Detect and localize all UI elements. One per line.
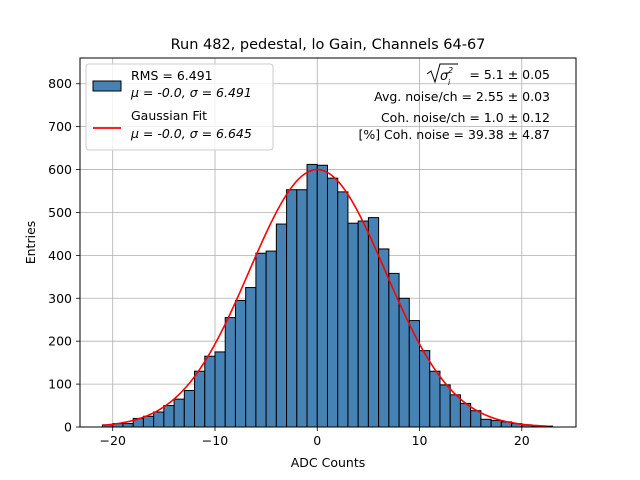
histogram-bar bbox=[214, 351, 226, 428]
legend-swatch-histogram bbox=[92, 80, 122, 92]
histogram-bar bbox=[326, 177, 339, 428]
histogram-bar bbox=[429, 370, 441, 428]
annotation-avg-noise: Avg. noise/ch = 2.55 ± 0.03 bbox=[374, 89, 550, 104]
y-tick-label: 0 bbox=[64, 420, 72, 435]
histogram-bar bbox=[357, 220, 369, 428]
histogram-bar bbox=[265, 250, 277, 428]
x-axis-label: ADC Counts bbox=[291, 455, 366, 470]
y-tick-label: 300 bbox=[48, 291, 72, 306]
chart-title: Run 482, pedestal, lo Gain, Channels 64-… bbox=[171, 37, 486, 53]
annotation-coh-noise-percent: [%] Coh. noise = 39.38 ± 4.87 bbox=[358, 127, 550, 142]
histogram-bar bbox=[459, 402, 472, 428]
x-tick-label: −10 bbox=[202, 433, 228, 448]
histogram-bar bbox=[142, 415, 155, 428]
histogram-bar bbox=[449, 394, 461, 428]
plot-frame bbox=[79, 57, 577, 428]
histogram-bar bbox=[275, 223, 288, 428]
x-tick-label: 0 bbox=[313, 433, 321, 448]
histogram-bar bbox=[398, 297, 410, 428]
annotation-coh-noise: Coh. noise/ch = 1.0 ± 0.12 bbox=[381, 110, 550, 125]
histogram-bar bbox=[286, 189, 298, 428]
histogram-bar bbox=[388, 272, 400, 428]
histogram-bar bbox=[183, 390, 196, 428]
legend-label-fit: Gaussian Fit bbox=[131, 108, 207, 123]
svg-text:2: 2 bbox=[448, 66, 453, 75]
histogram-bar bbox=[306, 163, 318, 428]
y-tick-label: 100 bbox=[48, 377, 72, 392]
histogram-bar bbox=[439, 384, 451, 428]
svg-text:σ: σ bbox=[440, 69, 449, 84]
histogram-bar bbox=[163, 405, 175, 428]
sqrt-sigma-symbol: σ 2 i bbox=[426, 63, 458, 87]
histogram-bar bbox=[194, 370, 206, 428]
legend: RMS = 6.491 μ = -0.0, σ = 6.491 Gaussian… bbox=[85, 63, 274, 151]
svg-text:i: i bbox=[448, 78, 451, 87]
histogram-bar bbox=[234, 299, 247, 428]
y-tick-label: 400 bbox=[48, 248, 72, 263]
legend-sublabel-histogram: μ = -0.0, σ = 6.491 bbox=[130, 85, 252, 100]
histogram-bar bbox=[367, 217, 380, 428]
histogram-bar bbox=[316, 164, 328, 428]
y-tick-label: 800 bbox=[48, 76, 72, 91]
x-tick-label: −20 bbox=[100, 433, 126, 448]
histogram-bar bbox=[153, 411, 165, 428]
histogram-bar bbox=[255, 252, 267, 428]
histogram-bar bbox=[480, 418, 492, 428]
legend-sublabel-fit: μ = -0.0, σ = 6.645 bbox=[130, 126, 252, 141]
histogram-bar bbox=[204, 355, 216, 428]
noise-annotations: σ 2 i = 5.1 ± 0.05 Avg. noise/ch = 2.55 … bbox=[358, 63, 550, 142]
legend-label-histogram: RMS = 6.491 bbox=[131, 68, 213, 83]
x-tick-label: 20 bbox=[514, 433, 530, 448]
y-tick-label: 600 bbox=[48, 162, 72, 177]
histogram-bar bbox=[296, 189, 308, 428]
y-tick-label: 500 bbox=[48, 205, 72, 220]
histogram-bar bbox=[173, 398, 185, 428]
x-tick-label: 10 bbox=[412, 433, 428, 448]
legend-box bbox=[85, 63, 274, 151]
y-axis-label: Entries bbox=[23, 221, 38, 265]
histogram-bar bbox=[408, 320, 421, 428]
y-tick-label: 200 bbox=[48, 334, 72, 349]
y-tick-label: 700 bbox=[48, 119, 72, 134]
histogram-bar bbox=[347, 222, 359, 428]
histogram-bar bbox=[490, 420, 502, 428]
gaussian-fit-line bbox=[102, 168, 548, 427]
histogram-bar bbox=[224, 317, 236, 428]
histogram-bar bbox=[337, 191, 349, 428]
histogram-bar bbox=[122, 423, 134, 428]
annotation-sigma-value: = 5.1 ± 0.05 bbox=[469, 67, 550, 82]
histogram-bar bbox=[470, 410, 482, 428]
histogram-bar bbox=[245, 287, 257, 428]
histogram-bar bbox=[419, 350, 431, 428]
